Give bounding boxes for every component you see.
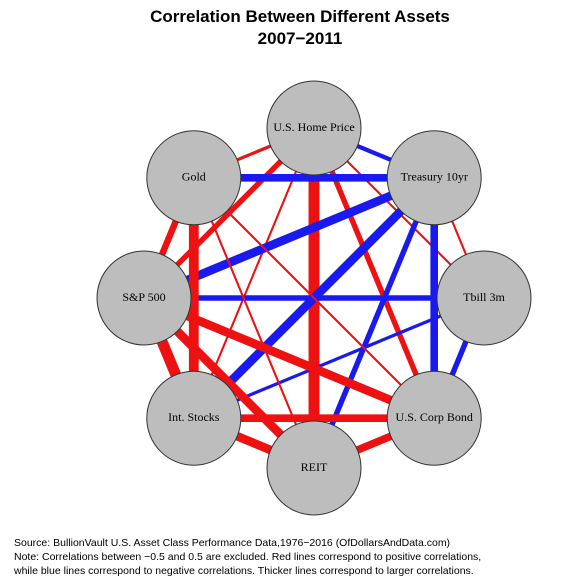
node xyxy=(386,370,482,466)
node-label: S&P 500 xyxy=(122,290,165,304)
node xyxy=(146,130,242,226)
node xyxy=(146,370,242,466)
node-label: Int. Stocks xyxy=(168,410,220,424)
node xyxy=(266,420,362,516)
correlation-edge xyxy=(193,177,435,419)
node xyxy=(436,250,532,346)
node-label: Tbill 3m xyxy=(463,290,505,304)
note: while blue lines correspond to negative … xyxy=(13,565,474,577)
node-label: Gold xyxy=(182,170,206,184)
node-label: REIT xyxy=(301,460,328,474)
chart-title: Correlation Between Different Assets xyxy=(150,7,450,26)
node-label: U.S. Corp Bond xyxy=(396,410,473,424)
nodes: U.S. Home Price Treasury 10yr Tbill 3m U.S.… xyxy=(96,80,532,516)
chart-subtitle: 2007−2011 xyxy=(258,29,343,48)
node xyxy=(96,250,192,346)
node-label: U.S. Home Price xyxy=(273,120,354,134)
correlation-edge xyxy=(192,177,315,469)
node xyxy=(266,80,362,176)
node xyxy=(386,130,482,226)
source-note: Source: BullionVault U.S. Asset Class Pe… xyxy=(14,537,450,549)
note: Note: Correlations between −0.5 and 0.5 … xyxy=(14,551,481,563)
node-label: Treasury 10yr xyxy=(401,170,468,184)
